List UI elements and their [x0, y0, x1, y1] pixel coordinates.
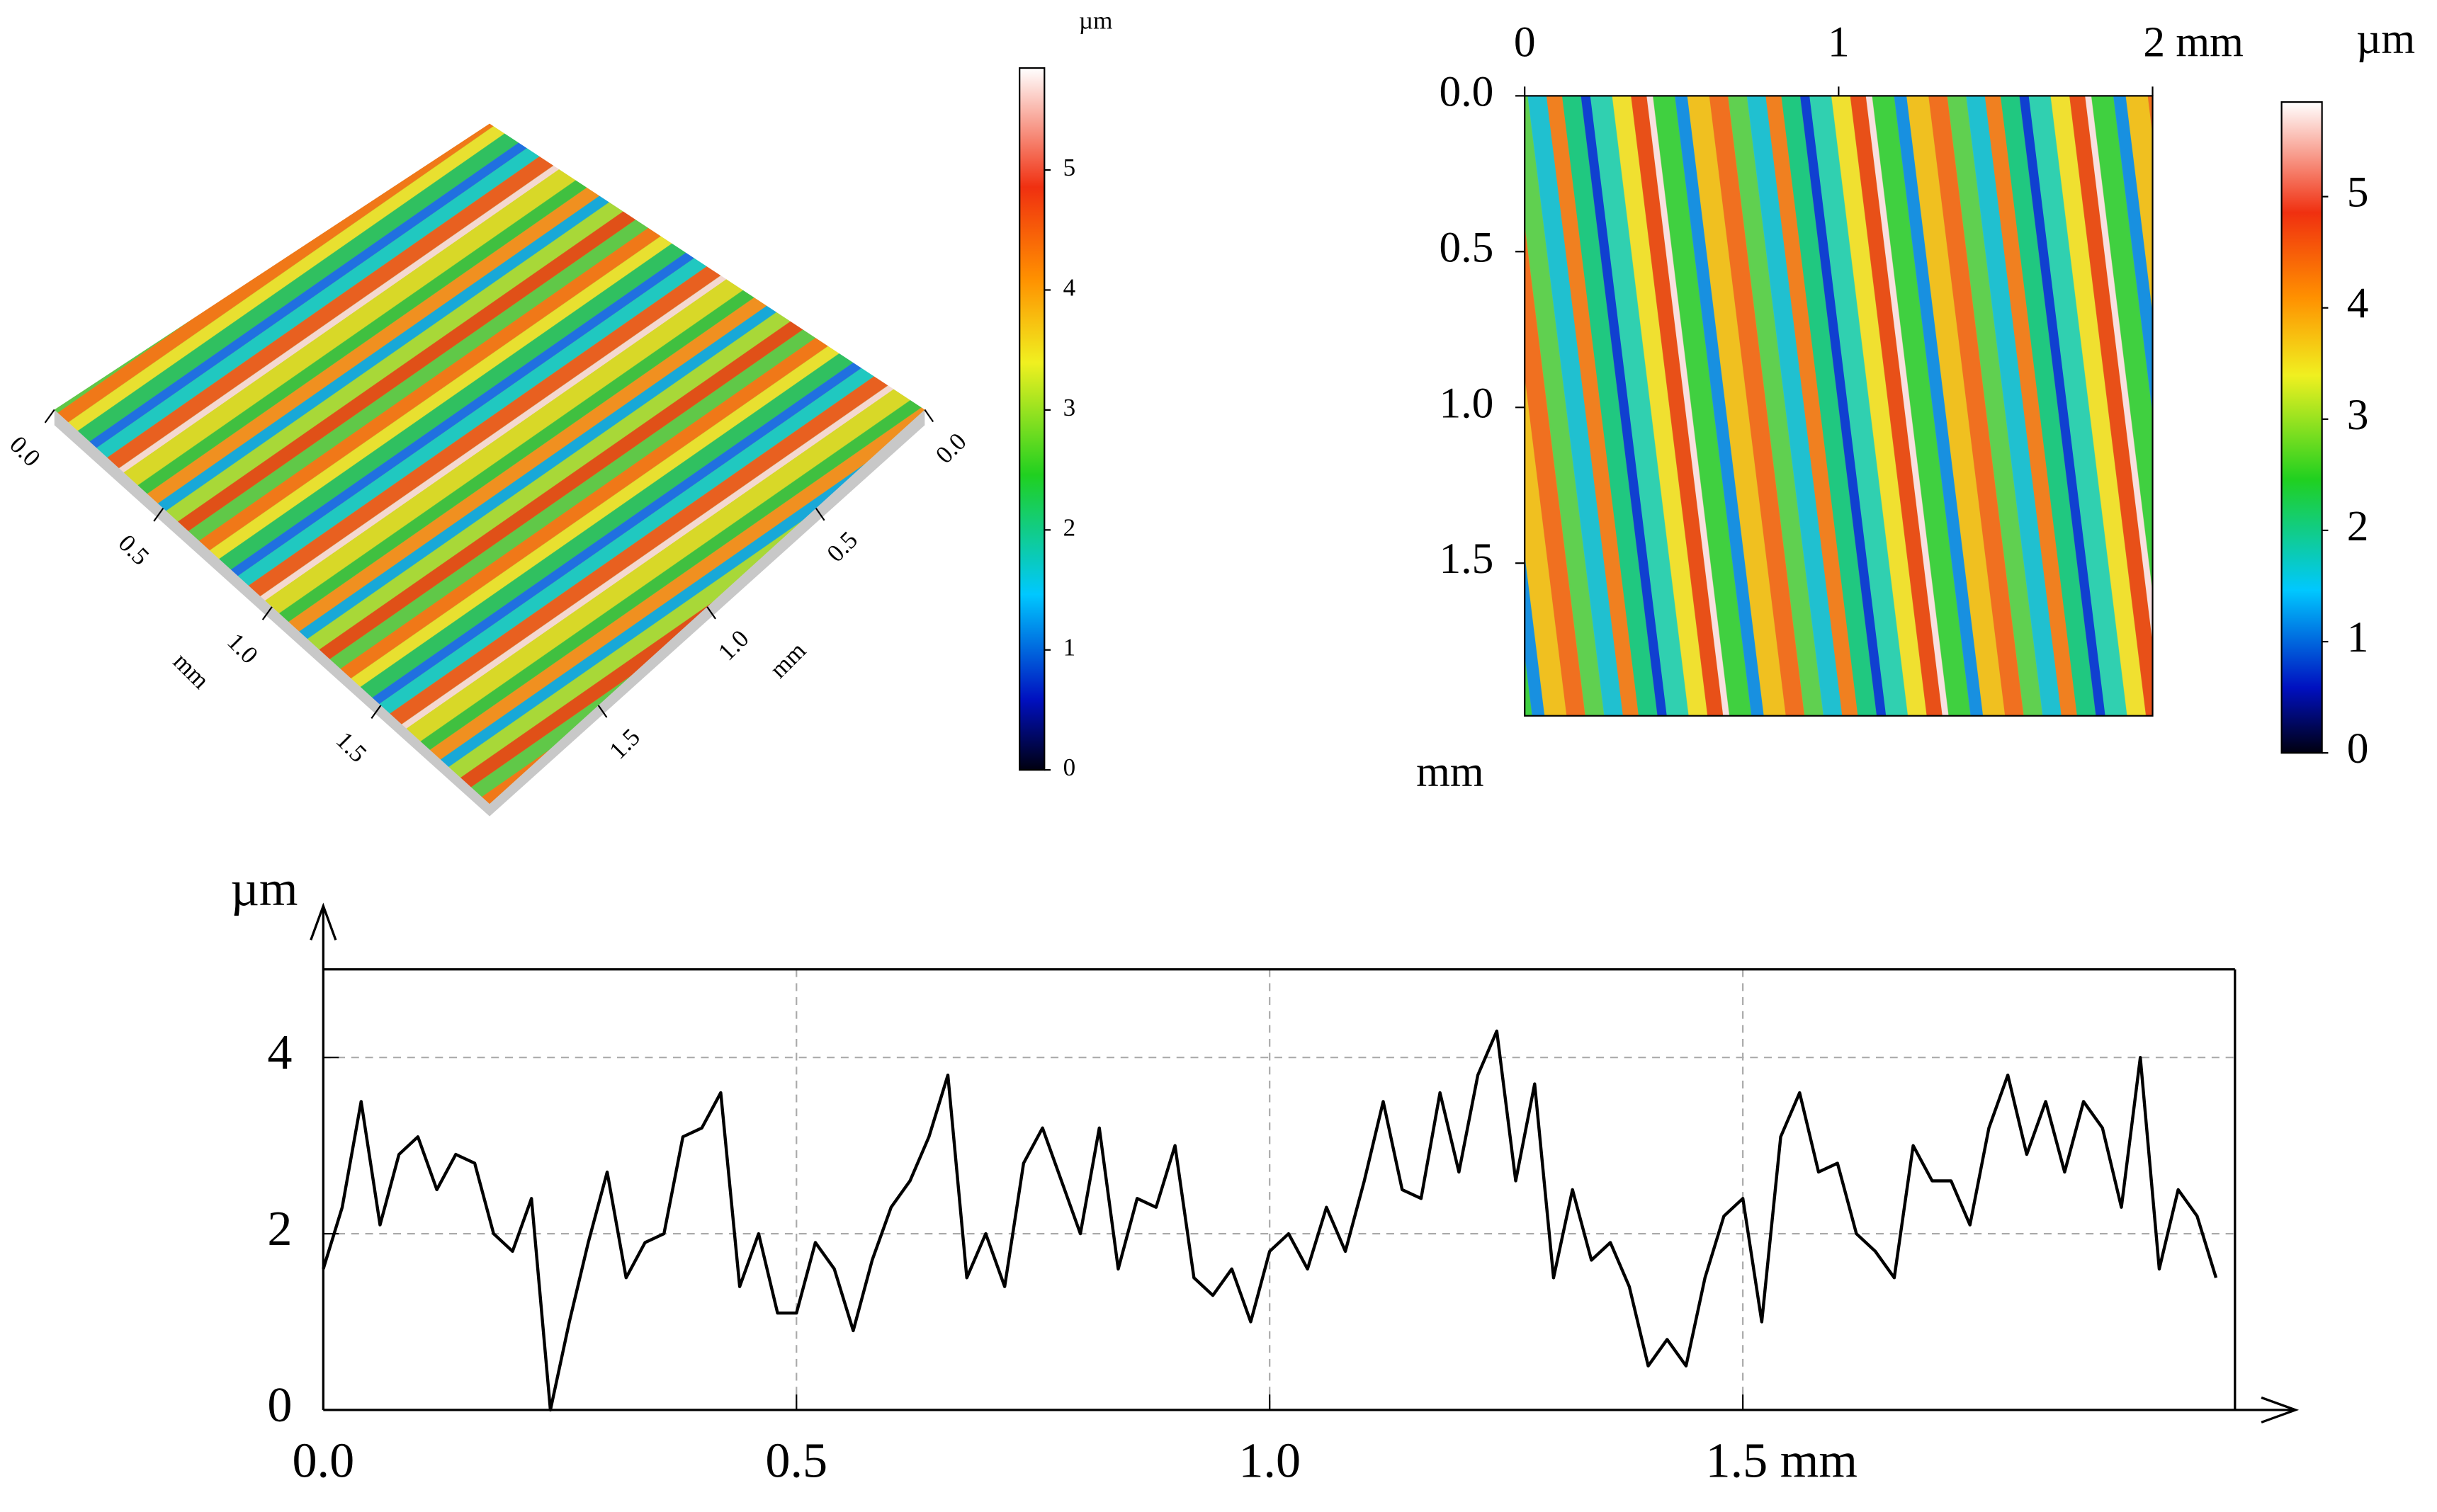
x-tick-label: 1 — [1828, 18, 1850, 67]
y-tick-label: 0 — [267, 1378, 292, 1433]
colorbar-tick-label: 1 — [2347, 613, 2369, 661]
colorbar-tick-label: 4 — [2347, 280, 2369, 328]
colorbar-tick-label: 2 — [2347, 502, 2369, 550]
axis-tick — [371, 705, 382, 719]
profile-line — [322, 1029, 2218, 1412]
y-tick-label: 2 — [267, 1202, 292, 1256]
colorbar-tick-label: 5 — [2347, 169, 2369, 217]
height-map — [1524, 95, 2154, 717]
colorbar-tick-label: 2 — [1063, 513, 1076, 541]
axis-tick — [706, 606, 716, 620]
x-tick-label: 2 mm — [2143, 18, 2244, 67]
x-tick-label: 1.0 — [1238, 1434, 1301, 1489]
surface — [54, 123, 925, 805]
axis-tick — [44, 409, 55, 424]
colorbar-tick-label: 1 — [1063, 634, 1076, 661]
x-axis-arrow — [2261, 1396, 2300, 1423]
axis-tick-label: 0.5 — [113, 529, 155, 570]
axis-tick — [153, 508, 164, 522]
axis-tick-label: 1.5 — [604, 723, 645, 764]
axis-tick-label: 1.0 — [222, 627, 264, 669]
axis-tick — [261, 606, 273, 620]
colorbar-tick-label: 4 — [1063, 274, 1076, 302]
axis-tick-label: 0.0 — [4, 431, 46, 472]
colorbar-label: µm — [1079, 7, 1113, 35]
y-axis-label: mm — [764, 637, 811, 683]
y-tick-label: 4 — [267, 1025, 292, 1080]
colorbar-tick-label: 3 — [1063, 394, 1076, 421]
colorbar-tick-label: 5 — [1063, 154, 1076, 181]
x-tick-label: 0 — [1514, 18, 1536, 67]
colorbar — [2280, 101, 2323, 754]
y-tick-label: 0.0 — [1440, 68, 1494, 116]
colorbar-tick-label: 0 — [2347, 724, 2369, 773]
y-tick-label: 1.0 — [1440, 379, 1494, 427]
x-tick-label: 0.0 — [292, 1434, 354, 1489]
axis-tick — [924, 409, 934, 423]
colorbar — [1019, 67, 1046, 771]
axis-tick-label: 0.5 — [821, 526, 863, 567]
axis-tick — [815, 508, 825, 521]
colorbar-tick-label: 0 — [1063, 754, 1076, 781]
axis-tick-label: 1.5 — [331, 727, 373, 768]
y-axis-arrow — [310, 902, 337, 940]
x-tick-label: 0.5 — [765, 1434, 827, 1489]
y-tick-label: 0.5 — [1440, 223, 1494, 271]
x-tick-label: 1.5 mm — [1705, 1434, 1857, 1489]
y-axis-label: mm — [1416, 748, 1484, 796]
axis-tick-label: 0.0 — [930, 428, 972, 469]
axis-tick — [597, 705, 608, 718]
x-axis-label: mm — [168, 647, 215, 694]
colorbar-label: µm — [2356, 15, 2415, 63]
y-axis-label: µm — [230, 862, 298, 916]
colorbar-tick-label: 3 — [2347, 391, 2369, 439]
y-tick-label: 1.5 — [1440, 535, 1494, 583]
axis-tick-label: 1.0 — [713, 625, 754, 666]
